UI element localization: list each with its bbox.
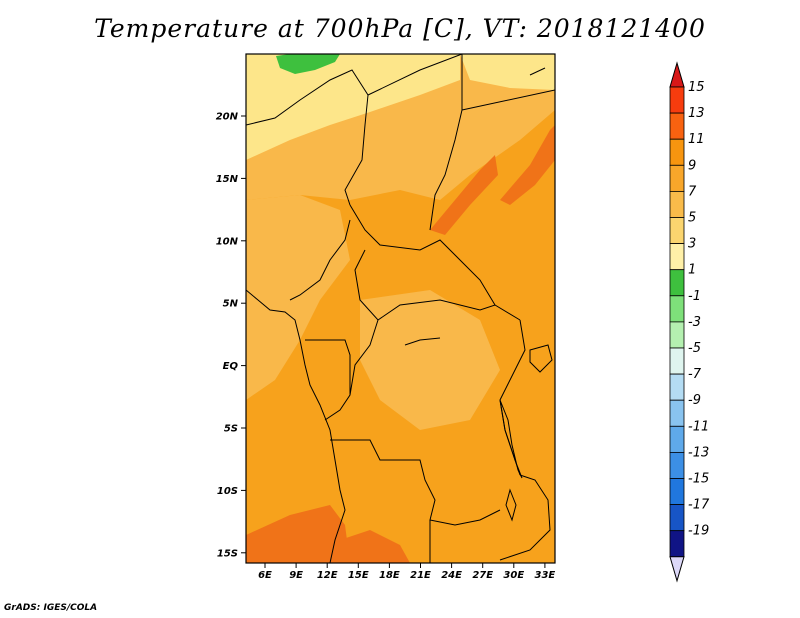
lat-label: EQ bbox=[223, 361, 239, 372]
lon-label: 21E bbox=[410, 570, 431, 581]
colorbar-label: -1 bbox=[688, 289, 701, 304]
field-band-1-3 bbox=[276, 54, 340, 74]
border-line bbox=[330, 439, 501, 526]
colorbar-swatch bbox=[669, 399, 685, 427]
colorbar-label: 5 bbox=[688, 211, 696, 226]
colorbar-swatch bbox=[669, 243, 685, 271]
colorbar-swatch bbox=[669, 269, 685, 297]
colorbar-swatch bbox=[669, 451, 685, 479]
field-band-7-9-center bbox=[360, 290, 500, 430]
lon-label: 27E bbox=[472, 570, 493, 581]
lon-label: 33E bbox=[535, 570, 556, 581]
border-line bbox=[324, 319, 379, 421]
lon-label: 6E bbox=[258, 570, 272, 581]
colorbar-swatch bbox=[669, 504, 685, 532]
lat-label: 15N bbox=[216, 174, 239, 185]
lon-label: 24E bbox=[441, 570, 462, 581]
field-band-7-9-west bbox=[246, 195, 350, 400]
colorbar-swatch bbox=[669, 217, 685, 245]
lake-outline bbox=[505, 488, 517, 522]
colorbar-label: 7 bbox=[688, 184, 697, 199]
border-line bbox=[367, 54, 463, 96]
lat-label: 10N bbox=[216, 236, 239, 247]
field-band-11-13-south bbox=[335, 530, 410, 563]
colorbar-swatch bbox=[669, 478, 685, 506]
colorbar-label: 3 bbox=[688, 237, 696, 252]
colorbar-label: 11 bbox=[688, 132, 705, 147]
colorbar-label: -13 bbox=[688, 445, 709, 460]
border-line bbox=[349, 204, 496, 306]
coastline bbox=[246, 289, 346, 563]
colorbar-swatch bbox=[669, 347, 685, 375]
field-band-11-13-sw bbox=[246, 505, 350, 563]
lake-outline bbox=[529, 344, 553, 373]
colorbar-top-arrow bbox=[669, 61, 685, 88]
lat-label: 5N bbox=[223, 299, 239, 310]
colorbar-label: 13 bbox=[688, 106, 705, 121]
longitude-axis: 6E 9E 12E 15E 18E 21E 24E 27E 30E 33E bbox=[258, 563, 555, 581]
colorbar: 15 13 11 9 7 5 3 1 -1 -3 -5 -7 -9 -11 -13 -15 -17 -19 bbox=[669, 61, 710, 583]
colorbar-label: -15 bbox=[688, 472, 709, 487]
colorbar-swatch bbox=[669, 112, 685, 140]
border-line bbox=[289, 219, 351, 301]
lon-label: 18E bbox=[379, 570, 400, 581]
colorbar-label: 9 bbox=[688, 158, 696, 173]
border-line bbox=[305, 339, 351, 395]
border-line bbox=[246, 69, 369, 206]
latitude-axis: 20N 15N 10N 5N EQ 5S 10S 15S bbox=[216, 112, 246, 559]
lon-label: 15E bbox=[348, 570, 369, 581]
colorbar-label: -17 bbox=[688, 498, 710, 513]
colorbar-label: 15 bbox=[688, 80, 705, 95]
field-band-3-5 bbox=[246, 54, 460, 160]
border-line bbox=[529, 67, 546, 76]
colorbar-label: -9 bbox=[688, 393, 701, 408]
field-band-11-13-ne bbox=[430, 155, 498, 235]
lake-outline bbox=[499, 399, 523, 479]
river-line bbox=[404, 337, 441, 346]
colorbar-label: -3 bbox=[688, 315, 701, 330]
colorbar-swatch bbox=[669, 321, 685, 349]
colorbar-swatch bbox=[669, 190, 685, 218]
lat-label: 10S bbox=[217, 486, 238, 497]
field-band-3-5-ne bbox=[460, 54, 555, 90]
chart-title: Temperature at 700hPa [C], VT: 201812140… bbox=[94, 14, 706, 43]
lon-label: 12E bbox=[317, 570, 338, 581]
border-line bbox=[429, 109, 463, 231]
lat-label: 5S bbox=[224, 424, 238, 435]
map-frame bbox=[245, 53, 556, 564]
colorbar-swatch bbox=[669, 295, 685, 323]
border-line bbox=[354, 249, 521, 321]
colorbar-label: -11 bbox=[688, 419, 709, 434]
colorbar-swatch bbox=[669, 138, 685, 166]
colorbar-swatch bbox=[669, 530, 685, 558]
colorbar-swatch bbox=[669, 373, 685, 401]
colorbar-bottom-arrow bbox=[669, 556, 685, 583]
colorbar-swatch bbox=[669, 86, 685, 114]
lat-label: 15S bbox=[217, 548, 238, 559]
lat-label: 20N bbox=[216, 112, 239, 123]
colorbar-swatch bbox=[669, 164, 685, 192]
country-borders bbox=[246, 54, 555, 563]
colorbar-label: -7 bbox=[688, 367, 702, 382]
colorbar-label: 1 bbox=[688, 263, 696, 278]
colorbar-swatch bbox=[669, 425, 685, 453]
border-line bbox=[499, 474, 551, 561]
colorbar-label: -19 bbox=[688, 524, 709, 539]
lon-label: 9E bbox=[289, 570, 303, 581]
field-band-11-13-east bbox=[500, 125, 555, 205]
temperature-field bbox=[246, 54, 555, 563]
colorbar-label: -5 bbox=[688, 341, 701, 356]
credit-label: GrADS: IGES/COLA bbox=[4, 603, 98, 613]
lon-label: 30E bbox=[503, 570, 524, 581]
